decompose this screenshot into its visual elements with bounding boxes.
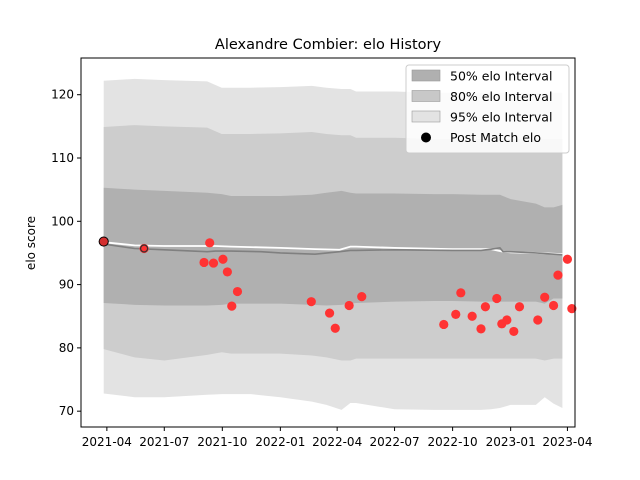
legend-box bbox=[405, 64, 570, 154]
x-tick-label: 2022-01 bbox=[255, 435, 305, 449]
data-point bbox=[439, 319, 449, 330]
legend-marker bbox=[421, 132, 431, 143]
data-point bbox=[480, 302, 491, 312]
data-point bbox=[502, 315, 512, 325]
legend-swatch bbox=[411, 90, 441, 102]
y-tick-label: 70 bbox=[59, 404, 74, 418]
x-tick-label: 2022-07 bbox=[369, 435, 419, 449]
data-point bbox=[548, 300, 559, 311]
data-point bbox=[98, 236, 109, 247]
data-point bbox=[562, 254, 573, 264]
legend: 50% elo Interval 80% elo Interval 95% elo … bbox=[405, 64, 570, 154]
data-point bbox=[222, 267, 232, 277]
data-point bbox=[357, 292, 367, 302]
x-tick-label: 2023-01 bbox=[486, 435, 536, 449]
data-point bbox=[553, 270, 563, 280]
y-axis-label: elo score bbox=[24, 216, 38, 270]
data-point bbox=[467, 311, 477, 321]
data-point bbox=[306, 297, 316, 307]
data-point bbox=[451, 309, 461, 319]
axes-frame bbox=[80, 57, 576, 428]
data-point bbox=[476, 324, 486, 334]
legend-label: Post Match elo bbox=[450, 130, 541, 145]
y-tick-label: 80 bbox=[59, 341, 74, 355]
data-point bbox=[324, 308, 335, 318]
x-tick-label: 2022-10 bbox=[428, 435, 478, 449]
data-point bbox=[205, 238, 215, 248]
y-tick-label: 110 bbox=[51, 151, 74, 165]
legend-label: 80% elo Interval bbox=[450, 89, 552, 104]
mean-line bbox=[103, 243, 563, 256]
data-point bbox=[330, 323, 340, 333]
plot-area bbox=[98, 78, 577, 410]
data-point bbox=[492, 293, 502, 304]
data-point bbox=[456, 288, 466, 298]
data-point bbox=[540, 292, 550, 302]
y-tick-label: 100 bbox=[51, 214, 74, 228]
band-50 bbox=[103, 187, 563, 306]
data-point bbox=[533, 315, 543, 325]
data-point bbox=[227, 301, 237, 311]
data-point-outline bbox=[139, 244, 149, 253]
data-point bbox=[344, 300, 354, 311]
legend-label: 95% elo Interval bbox=[450, 110, 552, 125]
data-point bbox=[199, 257, 209, 268]
data-point bbox=[218, 254, 228, 264]
x-tick-label: 2021-04 bbox=[82, 435, 132, 449]
x-tick-label: 2022-04 bbox=[312, 435, 362, 449]
y-tick-label: 90 bbox=[59, 278, 74, 292]
legend-swatch bbox=[411, 69, 441, 82]
x-tick-label: 2023-04 bbox=[542, 435, 592, 449]
x-tick-label: 2021-07 bbox=[139, 435, 189, 449]
data-point bbox=[208, 258, 219, 268]
y-tick-label: 120 bbox=[51, 88, 74, 102]
data-point bbox=[567, 304, 577, 314]
legend-swatch bbox=[411, 110, 441, 123]
x-tick-label: 2021-10 bbox=[197, 435, 247, 449]
data-point bbox=[514, 302, 525, 312]
chart-title: Alexandre Combier: elo History bbox=[215, 37, 442, 53]
data-point bbox=[232, 286, 243, 297]
legend-label: 50% elo Interval bbox=[450, 69, 552, 84]
axes: 70 80 90 100 110 120 2021-04 2021-07 2021-10 2022… bbox=[51, 57, 592, 449]
data-point bbox=[509, 326, 519, 337]
